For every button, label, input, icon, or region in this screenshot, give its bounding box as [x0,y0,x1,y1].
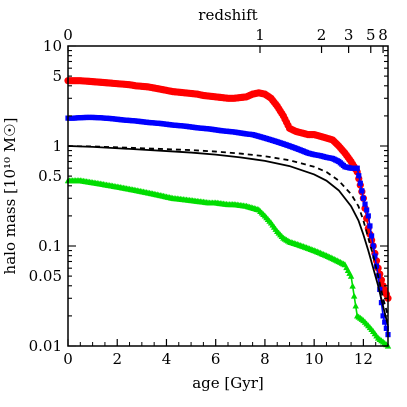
data-point [354,165,360,171]
data-point [362,201,368,207]
data-point [365,213,371,219]
series-line [67,145,389,326]
data-point [383,325,389,331]
series-2 [65,114,391,338]
plot-frame [67,45,389,347]
data-point [364,207,370,213]
top-tick-label: 3 [344,26,354,44]
data-point [382,319,388,325]
series-3 [64,177,392,349]
x-tick-label: 12 [354,350,373,368]
data-point [359,188,365,194]
top-tick-label: 8 [378,26,388,44]
top-axis-label: redshift [198,6,257,24]
y-tick-label: 0.01 [29,337,62,355]
y-tick-label: 0.1 [38,237,62,255]
data-point [350,292,358,299]
x-tick-label: 6 [211,350,221,368]
data-point [349,282,356,289]
data-point [370,243,376,249]
data-point [352,302,359,309]
data-point [367,223,373,229]
data-point [380,313,386,319]
y-axis-label: halo mass [10¹⁰ M☉] [1,118,19,275]
top-tick-label: 1 [255,26,265,44]
series-layer [64,77,392,349]
series-5 [67,145,389,317]
y-tick-label: 0.05 [29,267,62,285]
x-axis-label: age [Gyr] [192,374,264,392]
top-tick-label: 2 [317,26,327,44]
data-point [357,180,363,186]
series-line [67,145,389,317]
data-point [360,195,366,201]
x-tick-label: 10 [305,350,324,368]
series-4 [67,145,389,326]
y-tick-label: 10 [43,37,62,55]
data-point [347,272,355,279]
data-point [372,253,378,259]
x-tick-label: 8 [260,350,270,368]
x-tick-label: 4 [162,350,172,368]
series-1 [64,77,392,302]
top-tick-label: 0 [63,26,73,44]
x-tick-label: 0 [63,350,73,368]
x-tick-label: 2 [112,350,122,368]
y-tick-label: 0.5 [38,167,62,185]
y-tick-label: 5 [52,67,62,85]
data-point [356,173,362,179]
y-tick-label: 1 [52,137,62,155]
top-tick-label: 5 [366,26,376,44]
data-point [368,233,375,239]
